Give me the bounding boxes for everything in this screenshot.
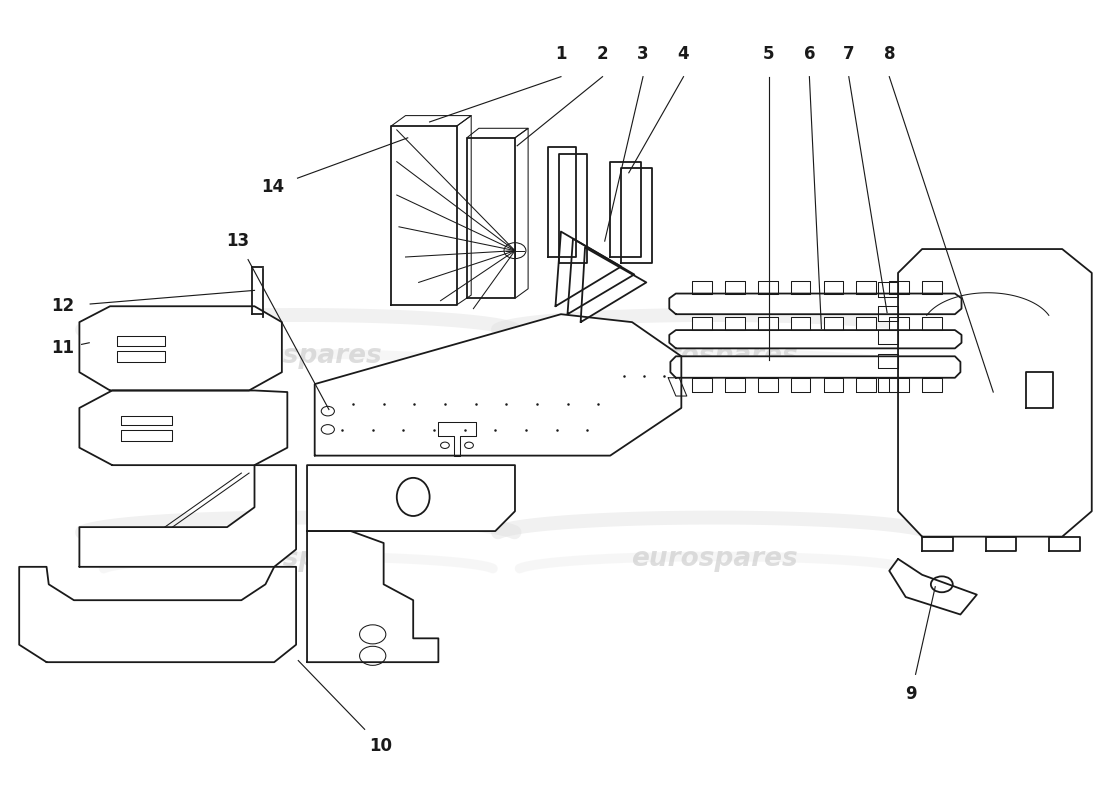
Polygon shape [1026, 372, 1054, 408]
Polygon shape [889, 378, 909, 392]
Text: 6: 6 [804, 46, 815, 63]
Polygon shape [692, 317, 712, 330]
Polygon shape [581, 247, 647, 322]
Polygon shape [889, 281, 909, 294]
Polygon shape [1049, 537, 1080, 551]
Polygon shape [548, 147, 576, 257]
Polygon shape [315, 314, 681, 456]
Polygon shape [898, 249, 1091, 537]
Polygon shape [568, 238, 635, 314]
Polygon shape [725, 281, 745, 294]
Text: eurospares: eurospares [214, 343, 382, 370]
Polygon shape [692, 378, 712, 392]
Polygon shape [668, 378, 686, 396]
Text: 10: 10 [368, 737, 392, 754]
Polygon shape [824, 281, 844, 294]
Polygon shape [986, 537, 1016, 551]
Polygon shape [922, 317, 942, 330]
Polygon shape [670, 356, 960, 378]
Polygon shape [725, 317, 745, 330]
Text: 1: 1 [556, 46, 566, 63]
Polygon shape [791, 378, 811, 392]
Polygon shape [878, 282, 898, 297]
Polygon shape [307, 465, 515, 531]
Polygon shape [79, 390, 287, 465]
Polygon shape [758, 281, 778, 294]
Polygon shape [307, 531, 439, 662]
Polygon shape [121, 430, 173, 442]
Text: eurospares: eurospares [214, 546, 382, 572]
Polygon shape [692, 281, 712, 294]
Text: 13: 13 [227, 232, 250, 250]
Text: 2: 2 [596, 46, 608, 63]
Polygon shape [758, 317, 778, 330]
Polygon shape [439, 422, 475, 456]
Polygon shape [466, 138, 515, 298]
Polygon shape [857, 281, 876, 294]
Text: 11: 11 [52, 339, 75, 358]
Polygon shape [79, 465, 296, 567]
Polygon shape [669, 330, 961, 348]
Polygon shape [791, 281, 811, 294]
Polygon shape [878, 306, 898, 321]
Polygon shape [79, 306, 282, 390]
Text: 4: 4 [678, 46, 690, 63]
Polygon shape [878, 354, 898, 368]
Polygon shape [725, 378, 745, 392]
Text: eurospares: eurospares [630, 343, 798, 370]
Polygon shape [889, 317, 909, 330]
Polygon shape [559, 154, 587, 262]
Polygon shape [922, 378, 942, 392]
Text: 14: 14 [262, 178, 285, 196]
Polygon shape [878, 378, 898, 392]
Polygon shape [117, 350, 165, 362]
Polygon shape [922, 537, 953, 551]
Polygon shape [392, 126, 456, 305]
Polygon shape [610, 162, 641, 257]
Polygon shape [117, 337, 165, 346]
Polygon shape [19, 567, 296, 662]
Text: eurospares: eurospares [630, 546, 798, 572]
Polygon shape [824, 378, 844, 392]
Text: 3: 3 [637, 46, 649, 63]
Polygon shape [121, 416, 173, 426]
Polygon shape [669, 294, 961, 314]
Text: 12: 12 [52, 298, 75, 315]
Text: 5: 5 [763, 46, 774, 63]
Polygon shape [758, 378, 778, 392]
Polygon shape [857, 378, 876, 392]
Polygon shape [922, 281, 942, 294]
Polygon shape [824, 317, 844, 330]
Polygon shape [878, 330, 898, 344]
Text: 8: 8 [883, 46, 895, 63]
Polygon shape [621, 168, 652, 263]
Text: 7: 7 [843, 46, 855, 63]
Polygon shape [889, 559, 977, 614]
Polygon shape [857, 317, 876, 330]
Polygon shape [791, 317, 811, 330]
Text: 9: 9 [905, 685, 917, 703]
Polygon shape [556, 231, 622, 306]
